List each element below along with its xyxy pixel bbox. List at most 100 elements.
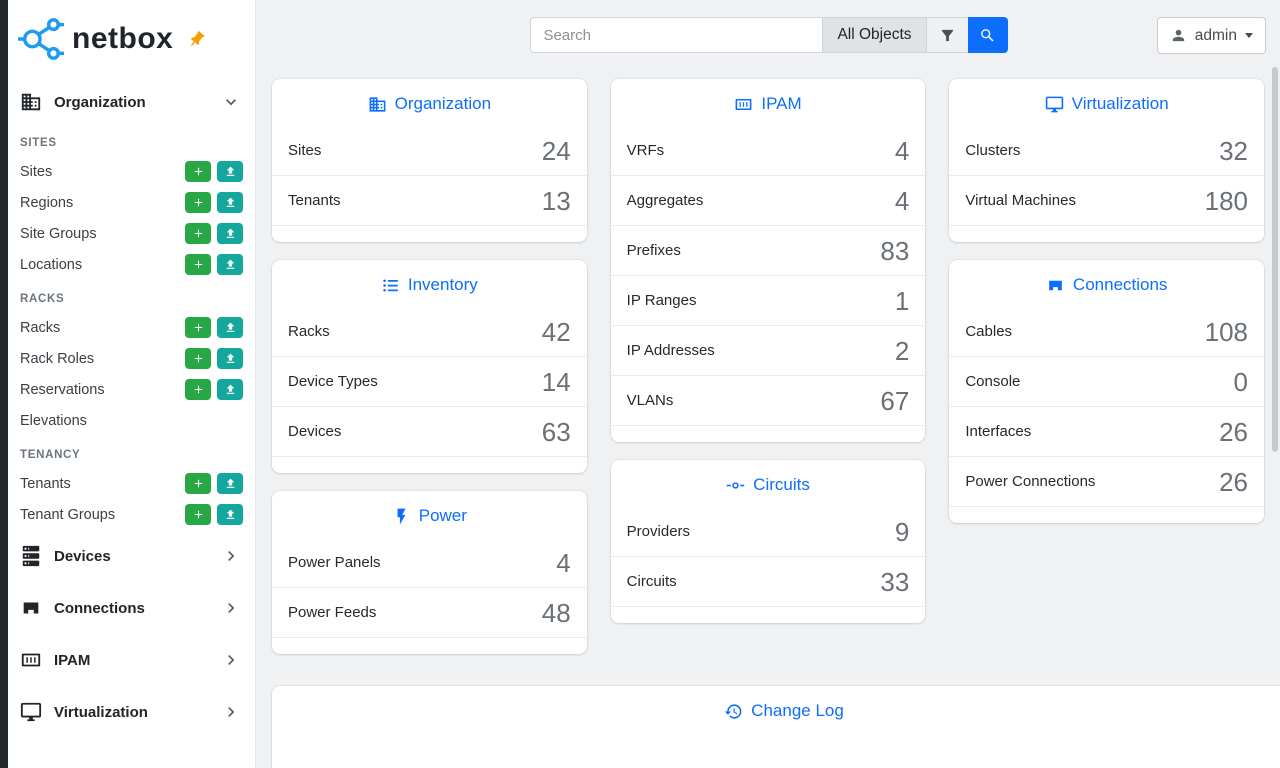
sidebar-item-reservations: Reservations bbox=[8, 374, 255, 405]
sidebar-item-link[interactable]: Reservations bbox=[20, 381, 105, 398]
sidebar-item-link[interactable]: Racks bbox=[20, 319, 61, 336]
stat-link[interactable]: Power Feeds bbox=[288, 604, 377, 621]
stat-link[interactable]: Circuits bbox=[626, 573, 677, 590]
stat-link[interactable]: Providers bbox=[626, 523, 691, 540]
nav-group-header-ipam[interactable]: IPAM bbox=[8, 634, 255, 686]
stat-link[interactable]: Power Connections bbox=[965, 473, 1096, 490]
person-icon bbox=[1170, 27, 1187, 44]
nav-group-header-devices[interactable]: Devices bbox=[8, 530, 255, 582]
stat-row-interfaces: Interfaces 26 bbox=[949, 407, 1265, 457]
dashboard-cards: Organization Sites 24 Tenants 13 Inv bbox=[256, 79, 1280, 654]
stat-link[interactable]: VLANs bbox=[626, 392, 674, 409]
tenants-add-button[interactable] bbox=[185, 473, 211, 494]
stat-row-ip-ranges: IP Ranges 1 bbox=[610, 276, 926, 326]
stat-link[interactable]: Device Types bbox=[288, 373, 378, 390]
stat-link[interactable]: Aggregates bbox=[626, 192, 704, 209]
sidebar-item-link[interactable]: Tenants bbox=[20, 475, 71, 492]
pin-sidebar-button[interactable] bbox=[187, 30, 206, 49]
card-title-organization[interactable]: Organization bbox=[272, 79, 587, 126]
card-title-changelog[interactable]: Change Log bbox=[272, 686, 1280, 733]
card-title-power[interactable]: Power bbox=[272, 491, 587, 538]
racks-add-button[interactable] bbox=[185, 317, 211, 338]
object-type-select[interactable]: All Objects bbox=[822, 17, 927, 53]
netbox-logo-icon[interactable] bbox=[18, 16, 64, 62]
racks-import-button[interactable] bbox=[217, 317, 243, 338]
stat-link[interactable]: Sites bbox=[288, 142, 322, 159]
tenants-import-button[interactable] bbox=[217, 473, 243, 494]
sidebar-item-locations: Locations bbox=[8, 249, 255, 280]
stat-link[interactable]: Racks bbox=[288, 323, 330, 340]
tenant-groups-import-button[interactable] bbox=[217, 504, 243, 525]
stat-link[interactable]: VRFs bbox=[626, 142, 665, 159]
stat-link[interactable]: Tenants bbox=[288, 192, 341, 209]
site-groups-import-button[interactable] bbox=[217, 223, 243, 244]
card-title-connections[interactable]: Connections bbox=[949, 260, 1264, 307]
stat-link[interactable]: Cables bbox=[965, 323, 1013, 340]
stat-link[interactable]: Console bbox=[965, 373, 1021, 390]
rack-roles-add-button[interactable] bbox=[185, 348, 211, 369]
sidebar-scrollbar[interactable] bbox=[0, 0, 8, 768]
nav-group-header-virtualization[interactable]: Virtualization bbox=[8, 686, 255, 738]
nav-group-organization: Organization SITES Sites Regions Site bbox=[8, 80, 255, 530]
stat-link[interactable]: Interfaces bbox=[965, 423, 1032, 440]
subsection-heading-sites: SITES bbox=[20, 137, 57, 149]
stat-row-ip-addresses: IP Addresses 2 bbox=[610, 326, 926, 376]
brand-name[interactable]: netbox bbox=[72, 22, 174, 55]
user-menu-button[interactable]: admin bbox=[1156, 17, 1266, 54]
search-button[interactable] bbox=[967, 17, 1008, 53]
card-title-inventory[interactable]: Inventory bbox=[272, 260, 587, 307]
rack-roles-import-button[interactable] bbox=[217, 348, 243, 369]
topbar: All Objects admin bbox=[256, 0, 1280, 79]
card-circuits: Circuits Providers 9 Circuits 33 bbox=[610, 460, 926, 623]
stat-value: 32 bbox=[1219, 135, 1249, 166]
stat-value: 14 bbox=[541, 366, 571, 397]
sites-add-button[interactable] bbox=[185, 161, 211, 182]
card-title-virtualization[interactable]: Virtualization bbox=[949, 79, 1264, 126]
nav-group-header-organization[interactable]: Organization bbox=[8, 80, 255, 124]
stat-link[interactable]: Clusters bbox=[965, 142, 1021, 159]
nav-group-header-connections[interactable]: Connections bbox=[8, 582, 255, 634]
stat-link[interactable]: Virtual Machines bbox=[965, 192, 1076, 209]
stat-row-power-connections: Power Connections 26 bbox=[949, 457, 1265, 507]
stat-link[interactable]: Power Panels bbox=[288, 554, 381, 571]
card-title-text: Power bbox=[418, 506, 467, 525]
stat-value: 2 bbox=[894, 335, 910, 366]
reservations-add-button[interactable] bbox=[185, 379, 211, 400]
sidebar-item-link[interactable]: Regions bbox=[20, 194, 74, 211]
locations-import-button[interactable] bbox=[217, 254, 243, 275]
regions-add-button[interactable] bbox=[185, 192, 211, 213]
sites-import-button[interactable] bbox=[217, 161, 243, 182]
main-content: All Objects admin Organization Sites 24 bbox=[256, 0, 1280, 768]
card-title-circuits[interactable]: Circuits bbox=[611, 460, 926, 507]
filter-button[interactable] bbox=[925, 17, 969, 53]
sidebar-item-link[interactable]: Site Groups bbox=[20, 225, 97, 242]
sidebar-item-link[interactable]: Tenant Groups bbox=[20, 506, 116, 523]
sidebar-item-link[interactable]: Sites bbox=[20, 163, 53, 180]
ipam-icon bbox=[20, 649, 42, 671]
stat-link[interactable]: IP Addresses bbox=[626, 342, 715, 359]
sidebar-item-link[interactable]: Locations bbox=[20, 256, 83, 273]
stat-value: 180 bbox=[1204, 185, 1249, 216]
site-groups-add-button[interactable] bbox=[185, 223, 211, 244]
stat-value: 9 bbox=[894, 516, 910, 547]
search-input[interactable] bbox=[530, 17, 824, 53]
stat-link[interactable]: IP Ranges bbox=[626, 292, 697, 309]
card-title-text: Connections bbox=[1072, 275, 1168, 294]
page-scrollbar[interactable] bbox=[1272, 67, 1278, 452]
stat-row-vlans: VLANs 67 bbox=[610, 376, 926, 426]
reservations-import-button[interactable] bbox=[217, 379, 243, 400]
tenant-groups-add-button[interactable] bbox=[185, 504, 211, 525]
connections-icon bbox=[1046, 276, 1065, 295]
card-title-ipam[interactable]: IPAM bbox=[611, 79, 926, 126]
locations-add-button[interactable] bbox=[185, 254, 211, 275]
stat-link[interactable]: Prefixes bbox=[626, 242, 681, 259]
regions-import-button[interactable] bbox=[217, 192, 243, 213]
power-icon bbox=[392, 507, 411, 526]
card-title-text: Change Log bbox=[751, 701, 844, 720]
caret-down-icon bbox=[1245, 33, 1253, 38]
stat-value: 1 bbox=[894, 285, 910, 316]
sidebar-item-link[interactable]: Rack Roles bbox=[20, 350, 95, 367]
sidebar-item-link[interactable]: Elevations bbox=[20, 412, 87, 429]
stat-link[interactable]: Devices bbox=[288, 423, 342, 440]
stat-value: 26 bbox=[1219, 416, 1249, 447]
